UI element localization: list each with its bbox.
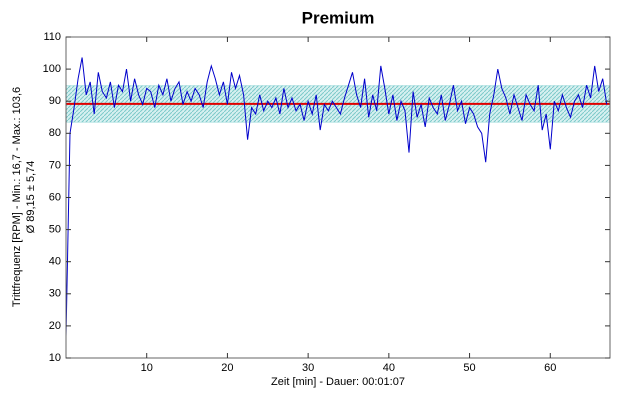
- y-tick-label: 40: [49, 256, 61, 268]
- y-axis-label: Trittfrequenz [RPM] - Min.: 16,7 - Max.:…: [11, 87, 23, 307]
- y-tick-label: 80: [49, 127, 61, 139]
- y-tick-label: 20: [49, 320, 61, 332]
- x-tick-label: 40: [383, 362, 395, 374]
- y-tick-label: 90: [49, 95, 61, 107]
- x-tick-label: 20: [221, 362, 233, 374]
- data-line: [65, 57, 608, 337]
- y-axis-label: Ø 89,15 ± 5,74: [25, 161, 37, 234]
- y-tick-label: 110: [43, 31, 61, 43]
- y-tick-label: 60: [49, 191, 61, 203]
- x-axis-label: Zeit [min] - Dauer: 00:01:07: [271, 376, 405, 388]
- x-tick-label: 60: [544, 362, 556, 374]
- y-tick-label: 100: [43, 63, 61, 75]
- x-tick-label: 30: [302, 362, 314, 374]
- y-tick-label: 50: [49, 224, 61, 236]
- plot-area: [66, 37, 610, 358]
- y-tick-label: 70: [49, 159, 61, 171]
- x-tick-label: 10: [141, 362, 153, 374]
- y-tick-label: 10: [49, 352, 61, 364]
- chart-title: Premium: [302, 8, 375, 27]
- x-tick-label: 50: [463, 362, 475, 374]
- y-tick-label: 30: [49, 288, 61, 300]
